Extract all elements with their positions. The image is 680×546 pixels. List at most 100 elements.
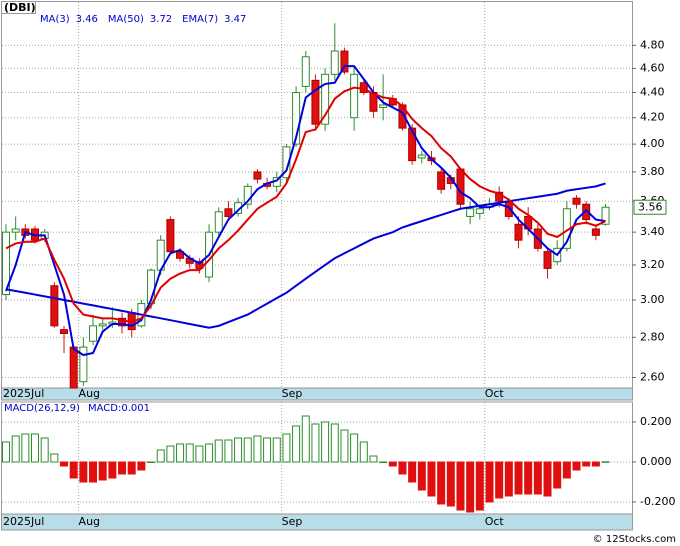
- date-band: [1, 387, 633, 401]
- bar: [108, 461, 117, 479]
- candle-body: [118, 317, 127, 327]
- bar: [98, 461, 107, 481]
- candle-body: [98, 323, 107, 327]
- bar: [253, 435, 262, 463]
- candle-body: [330, 50, 339, 75]
- bar: [185, 443, 194, 463]
- bar: [446, 461, 455, 507]
- y-tick-label: 4.80: [640, 38, 665, 51]
- bar: [263, 437, 272, 463]
- legend-label: EMA(7): [182, 14, 218, 25]
- indicator-line: [5, 86, 606, 324]
- candle-body: [417, 154, 426, 159]
- bar: [553, 461, 562, 489]
- bar: [234, 437, 243, 463]
- candle-body: [11, 228, 20, 233]
- bar: [156, 449, 165, 463]
- macd-title: MACD(26,12,9): [4, 403, 80, 414]
- last-price-box: [633, 199, 667, 215]
- candle-body: [253, 171, 262, 180]
- watermark: © 12Stocks.com: [593, 534, 676, 545]
- candle-body: [350, 73, 359, 119]
- candle-body: [475, 208, 484, 214]
- bar: [369, 455, 378, 463]
- y-tick-label: 4.60: [640, 61, 665, 74]
- candle-body: [79, 346, 88, 383]
- indicator-line: [5, 65, 606, 357]
- bar: [533, 461, 542, 495]
- y-tick-label: 2.80: [640, 330, 665, 343]
- bar: [601, 461, 610, 463]
- legend-value: 3.46: [76, 14, 98, 25]
- x-tick-label: Aug: [79, 387, 100, 400]
- candle-body: [50, 285, 59, 327]
- bar: [408, 461, 417, 483]
- legend-value: 3.47: [224, 14, 246, 25]
- bar: [427, 461, 436, 497]
- bar: [2, 441, 10, 463]
- bar: [350, 433, 359, 463]
- date-band: [1, 513, 633, 531]
- bar: [321, 421, 330, 463]
- bar: [466, 461, 475, 513]
- candle-body: [214, 211, 223, 233]
- bar: [398, 461, 407, 475]
- x-tick-label: Oct: [485, 387, 505, 400]
- y-tick-label: 4.00: [640, 137, 665, 150]
- candle-body: [543, 251, 552, 269]
- y-tick-label: 2.60: [640, 370, 665, 383]
- candle-body: [166, 219, 175, 253]
- candle-body: [89, 325, 98, 342]
- y-tick-label: 3.40: [640, 225, 665, 238]
- candle-body: [311, 79, 320, 125]
- bar: [514, 461, 523, 495]
- bar: [214, 439, 223, 463]
- candle-body: [69, 346, 78, 389]
- bar: [388, 461, 397, 467]
- grid: [2, 2, 632, 514]
- chart-title: (DBI): [4, 1, 36, 14]
- candle-body: [408, 127, 417, 162]
- bar: [282, 433, 291, 463]
- bar: [195, 445, 204, 463]
- y-tick-label: 3.00: [640, 293, 665, 306]
- bar: [301, 415, 310, 463]
- bar: [485, 461, 494, 503]
- bar: [572, 461, 581, 471]
- bar: [224, 439, 233, 463]
- title-box: [1, 1, 36, 14]
- bar: [504, 461, 513, 497]
- y-tick-label: 3.80: [640, 165, 665, 178]
- legend-label: MA(3): [40, 14, 70, 25]
- candle-body: [282, 146, 291, 179]
- bar: [137, 461, 146, 471]
- bar: [166, 445, 175, 463]
- bar: [21, 433, 30, 463]
- bar: [591, 461, 600, 467]
- bar: [379, 461, 388, 463]
- candle-body: [292, 91, 301, 145]
- bar: [456, 461, 465, 511]
- legend-value: 3.72: [150, 14, 172, 25]
- candle-body: [340, 50, 349, 73]
- x-tick-label: Oct: [485, 515, 505, 528]
- candle-body: [572, 197, 581, 205]
- candle-body: [466, 208, 475, 217]
- candle-body: [301, 56, 310, 87]
- bar: [147, 461, 156, 463]
- candle-body: [437, 171, 446, 190]
- legend-label: MA(50): [108, 14, 144, 25]
- bar: [562, 461, 571, 479]
- x-tick-label: Sep: [282, 387, 303, 400]
- candle-body: [591, 228, 600, 236]
- bar: [582, 461, 591, 467]
- candle-body: [243, 185, 252, 205]
- candle-body: [60, 329, 69, 334]
- macd-legend: MACD:0.001: [88, 403, 150, 414]
- bar: [311, 423, 320, 463]
- x-tick-label: Aug: [79, 515, 100, 528]
- bar: [272, 437, 281, 463]
- bar: [176, 443, 185, 463]
